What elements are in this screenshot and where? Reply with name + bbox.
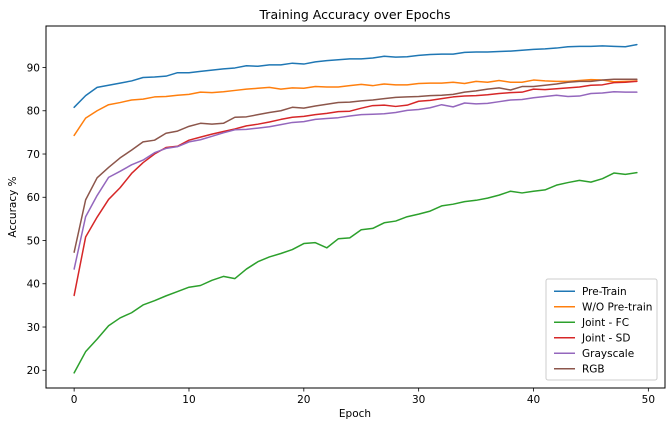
- series-line-4: [73, 90, 638, 270]
- y-axis-label: Accuracy %: [7, 176, 19, 237]
- y-tick-label: 80: [27, 106, 40, 118]
- series-line-2: [73, 171, 638, 374]
- x-tick-label: 20: [297, 394, 310, 406]
- x-tick-label: 40: [527, 394, 540, 406]
- series-line-1: [73, 78, 638, 137]
- plot-frame: [45, 25, 666, 389]
- series-line-3: [73, 80, 638, 297]
- y-tick-label: 20: [27, 365, 40, 377]
- y-axis: 20 30 40 50 60 70 80 90: [27, 62, 46, 377]
- x-tick-label: 30: [412, 394, 425, 406]
- y-tick-label: 70: [27, 149, 40, 161]
- y-tick-label: 90: [27, 62, 40, 74]
- legend-label-2: Joint - FC: [581, 317, 629, 329]
- y-tick-label: 60: [27, 192, 40, 204]
- y-tick-label: 50: [27, 235, 40, 247]
- series-line-0: [73, 43, 638, 109]
- series-line-5: [73, 78, 638, 253]
- x-tick-label: 0: [71, 394, 78, 406]
- x-axis-label: Epoch: [339, 408, 371, 420]
- legend-label-5: RGB: [582, 364, 605, 376]
- y-tick-label: 40: [27, 279, 40, 291]
- x-tick-label: 10: [182, 394, 195, 406]
- legend-label-3: Joint - SD: [581, 333, 630, 345]
- x-axis: 0 10 20 30 40 50: [71, 388, 655, 406]
- y-tick-label: 30: [27, 322, 40, 334]
- legend-box: [545, 278, 658, 381]
- chart-title: Training Accuracy over Epochs: [259, 7, 451, 22]
- plot-area: [73, 43, 638, 374]
- legend-label-1: W/O Pre-train: [582, 302, 652, 314]
- legend-label-0: Pre-Train: [582, 286, 627, 298]
- legend-label-4: Grayscale: [582, 348, 634, 360]
- legend: Pre-Train W/O Pre-train Joint - FC Joint - …: [545, 278, 658, 381]
- x-tick-label: 50: [642, 394, 655, 406]
